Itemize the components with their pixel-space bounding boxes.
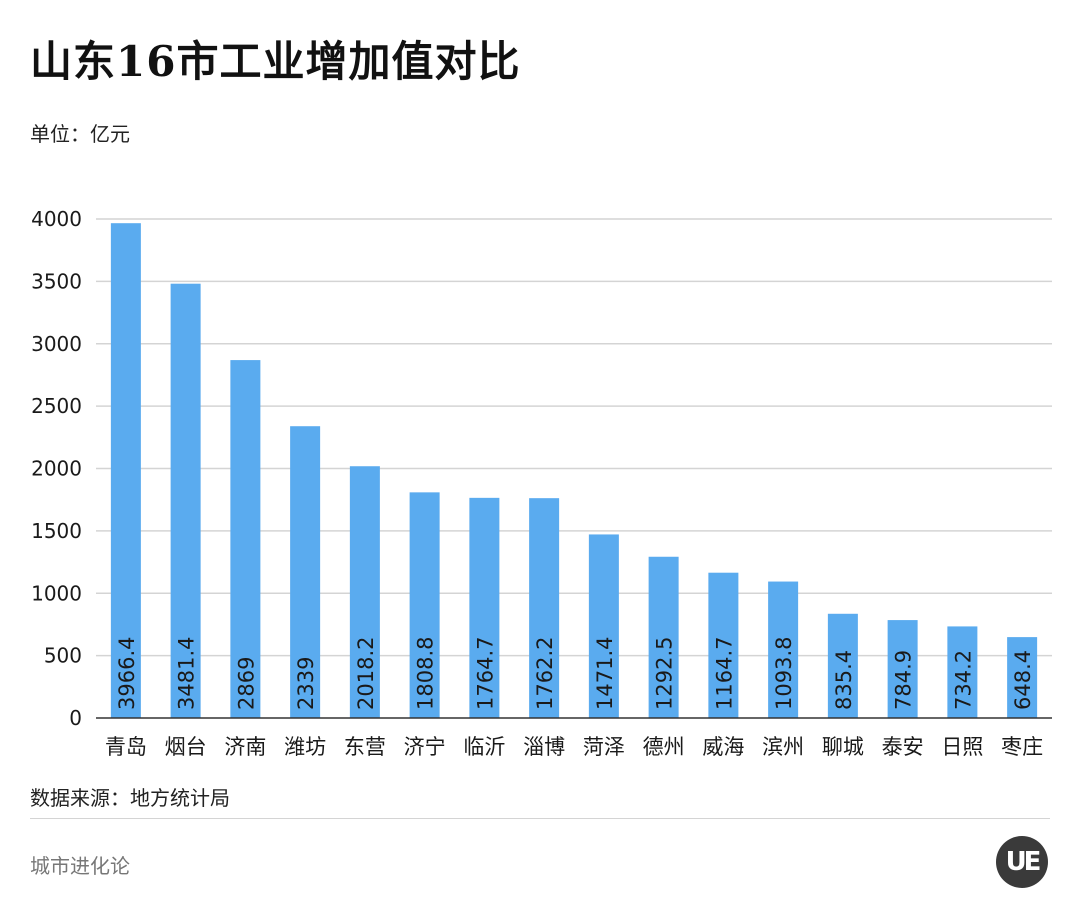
y-tick-label: 1500 xyxy=(31,519,82,543)
bar xyxy=(170,283,201,718)
bar-value-label: 1292.5 xyxy=(653,637,677,710)
chart-title: 山东16市工业增加值对比 xyxy=(30,37,521,86)
bar-value-label: 3481.4 xyxy=(175,637,199,710)
x-tick-label: 东营 xyxy=(344,735,386,759)
y-tick-label: 0 xyxy=(69,706,82,730)
bar xyxy=(588,534,619,718)
x-tick-label: 枣庄 xyxy=(1001,735,1043,759)
x-tick-label: 德州 xyxy=(643,735,685,759)
unit-label: 单位：亿元 xyxy=(30,122,130,146)
bar xyxy=(1007,637,1038,718)
bar xyxy=(648,556,679,718)
bar-value-label: 1164.7 xyxy=(712,637,736,710)
bar xyxy=(290,426,321,718)
y-tick-label: 3500 xyxy=(31,269,82,293)
footer-divider xyxy=(30,818,1050,819)
x-tick-label: 日照 xyxy=(941,735,983,759)
bar-value-label: 3966.4 xyxy=(115,637,139,710)
bar-value-label: 1471.4 xyxy=(593,637,617,710)
y-tick-label: 1000 xyxy=(31,581,82,605)
bar xyxy=(768,581,799,718)
bar xyxy=(529,498,560,718)
bar-value-label: 1762.2 xyxy=(533,637,557,710)
bar-value-label: 734.2 xyxy=(951,650,975,710)
bar xyxy=(349,466,380,718)
bar xyxy=(887,620,918,718)
bar-value-label: 835.4 xyxy=(832,650,856,710)
x-tick-label: 烟台 xyxy=(165,735,207,759)
bar xyxy=(827,613,858,718)
bar-value-label: 1808.8 xyxy=(414,637,438,710)
bar-value-label: 648.4 xyxy=(1011,650,1035,710)
y-tick-label: 4000 xyxy=(31,207,82,231)
y-tick-label: 2000 xyxy=(31,457,82,481)
bar xyxy=(469,497,500,718)
bar-value-label: 784.9 xyxy=(892,650,916,710)
x-tick-label: 威海 xyxy=(702,735,744,759)
data-source: 数据来源：地方统计局 xyxy=(30,786,230,810)
x-tick-label: 济南 xyxy=(224,735,266,759)
y-tick-label: 3000 xyxy=(31,332,82,356)
bar-value-label: 2869 xyxy=(234,657,258,710)
x-tick-label: 淄博 xyxy=(523,735,565,759)
bar xyxy=(110,223,141,719)
x-tick-label: 聊城 xyxy=(822,735,864,759)
y-tick-label: 500 xyxy=(44,644,82,668)
bar-value-label: 1093.8 xyxy=(772,637,796,710)
x-tick-label: 青岛 xyxy=(105,735,147,759)
y-tick-label: 2500 xyxy=(31,394,82,418)
bar-value-label: 2339 xyxy=(294,657,318,710)
x-tick-label: 泰安 xyxy=(882,735,924,759)
bar-value-label: 2018.2 xyxy=(354,637,378,710)
x-tick-label: 潍坊 xyxy=(284,735,326,759)
brand-logo: UE xyxy=(996,836,1048,888)
bar xyxy=(708,572,739,718)
brand-name: 城市进化论 xyxy=(30,854,130,878)
bar xyxy=(230,360,261,718)
x-tick-label: 滨州 xyxy=(762,735,804,759)
bar xyxy=(947,626,978,718)
bar-value-label: 1764.7 xyxy=(473,637,497,710)
x-tick-label: 菏泽 xyxy=(583,735,625,759)
x-tick-label: 临沂 xyxy=(463,735,505,759)
x-tick-label: 济宁 xyxy=(404,735,446,759)
bar xyxy=(409,492,440,718)
